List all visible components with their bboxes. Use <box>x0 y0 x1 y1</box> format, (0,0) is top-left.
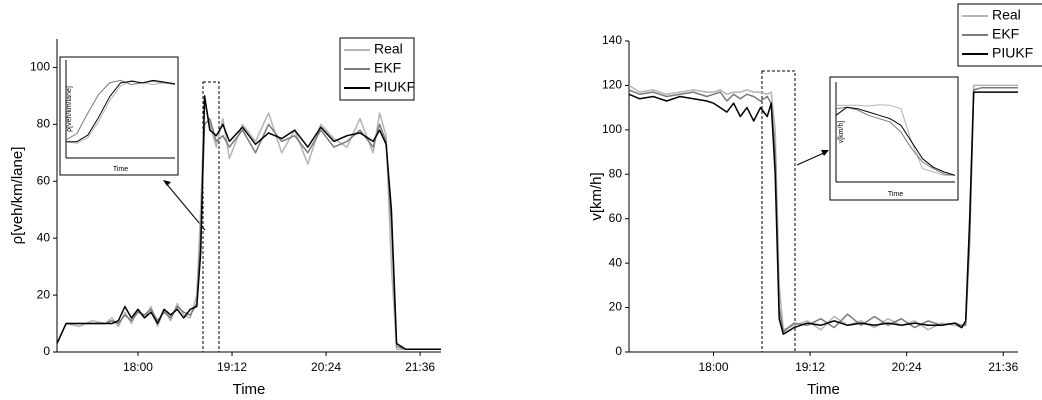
legend-label: Real <box>992 7 1021 23</box>
y-tick-label: 20 <box>609 300 623 314</box>
x-tick-label: 19:12 <box>217 360 247 374</box>
x-axis-label: Time <box>233 381 266 398</box>
arrow <box>164 181 206 231</box>
y-tick-label: 140 <box>602 33 622 47</box>
inset-frame <box>59 56 179 176</box>
y-tick-label: 100 <box>30 60 50 74</box>
y-tick-label: 40 <box>609 255 623 269</box>
arrow-head <box>821 150 829 156</box>
y-tick-label: 60 <box>37 173 51 187</box>
y-axis-label: ρ[veh/km/lane] <box>9 147 26 245</box>
series-line <box>628 86 1018 333</box>
series-line <box>65 79 176 144</box>
series-line <box>56 95 441 350</box>
x-tick-label: 21:36 <box>405 360 435 374</box>
x-tick-label: 20:24 <box>892 360 922 374</box>
x-tick-label: 19:12 <box>795 360 825 374</box>
zoom-box <box>202 81 220 353</box>
y-tick-label: 60 <box>609 211 623 225</box>
legend-label: Real <box>374 41 403 57</box>
x-tick-label: 21:36 <box>988 360 1018 374</box>
y-tick-label: 100 <box>602 122 622 136</box>
y-axis-label: v[km/h] <box>838 121 845 144</box>
x-tick-label: 18:00 <box>123 360 153 374</box>
y-axis-label: ρ[veh/km/lane] <box>66 86 73 132</box>
arrow <box>796 151 827 166</box>
y-tick-label: 40 <box>37 230 51 244</box>
series-line <box>628 84 1018 331</box>
legend-label: EKF <box>992 26 1019 42</box>
y-tick-label: 0 <box>43 344 50 358</box>
series-line <box>66 79 176 143</box>
legend-label: PIUKF <box>992 45 1033 61</box>
x-axis-label: Time <box>888 191 903 198</box>
series-line <box>835 106 956 176</box>
series-line <box>65 79 176 141</box>
y-tick-label: 80 <box>609 166 623 180</box>
x-tick-label: 18:00 <box>698 360 728 374</box>
x-axis-label: Time <box>113 166 128 173</box>
series-line <box>56 100 441 350</box>
y-tick-label: 20 <box>37 287 51 301</box>
y-tick-label: 120 <box>602 78 622 92</box>
series-line <box>56 117 441 350</box>
series-line <box>835 106 956 176</box>
x-axis-label: Time <box>807 381 840 398</box>
series-line <box>628 91 1018 335</box>
legend-label: EKF <box>374 60 401 76</box>
y-tick-label: 80 <box>37 117 51 131</box>
y-tick-label: 0 <box>615 344 622 358</box>
legend-label: PIUKF <box>374 79 415 95</box>
arrow-head <box>163 180 171 186</box>
x-tick-label: 20:24 <box>311 360 341 374</box>
series-line <box>836 104 955 176</box>
inset-frame <box>829 76 959 201</box>
y-axis-label: v[km/h] <box>588 172 605 220</box>
